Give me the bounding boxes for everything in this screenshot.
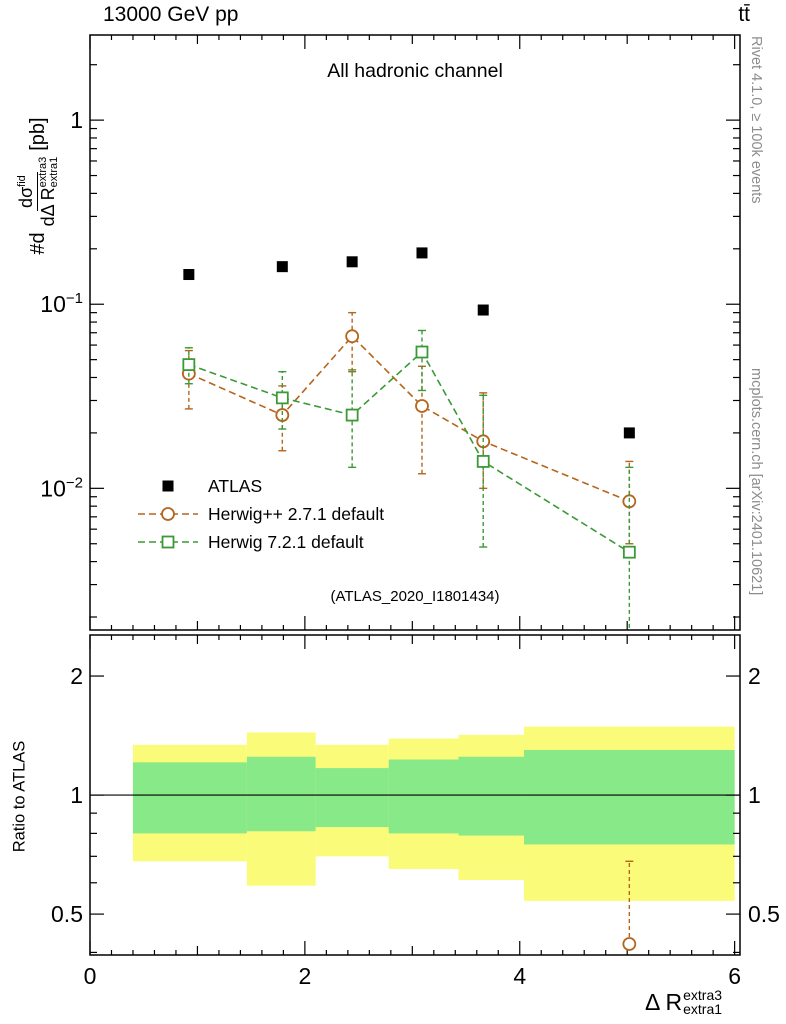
series-group bbox=[181, 247, 637, 630]
ratio-points-group bbox=[622, 860, 637, 951]
axis-ticks: 0 2 4 6 1 10−1 10−2 2 2 1 1 0.5 0.5 bbox=[40, 35, 780, 989]
svg-text:All hadronic channel: All hadronic channel bbox=[327, 60, 503, 82]
svg-text:2: 2 bbox=[70, 663, 83, 689]
svg-text:4: 4 bbox=[513, 963, 526, 989]
svg-text:Herwig 7.2.1 default: Herwig 7.2.1 default bbox=[208, 532, 364, 552]
svg-text:0: 0 bbox=[84, 963, 97, 989]
svg-text:10−2: 10−2 bbox=[40, 474, 83, 501]
svg-text:1: 1 bbox=[70, 782, 83, 808]
svg-text:ATLAS: ATLAS bbox=[208, 476, 262, 496]
svg-text:1: 1 bbox=[70, 107, 83, 133]
process-label: tt̄ bbox=[738, 3, 750, 26]
svg-text:6: 6 bbox=[728, 963, 741, 989]
svg-text:2: 2 bbox=[748, 663, 761, 689]
svg-text:2: 2 bbox=[298, 963, 311, 989]
svg-text:10−1: 10−1 bbox=[40, 290, 83, 317]
svg-text:(ATLAS_2020_I1801434): (ATLAS_2020_I1801434) bbox=[330, 588, 499, 605]
legend: ATLAS Herwig++ 2.7.1 default Herwig 7.2.1 … bbox=[138, 476, 384, 552]
svg-text:Herwig++ 2.7.1 default: Herwig++ 2.7.1 default bbox=[208, 504, 384, 524]
beam-energy-label: 13000 GeV pp bbox=[103, 3, 239, 26]
ratio-band-group bbox=[90, 726, 740, 901]
svg-text:0.5: 0.5 bbox=[51, 901, 83, 927]
svg-text:0.5: 0.5 bbox=[748, 901, 780, 927]
svg-text:1: 1 bbox=[748, 782, 761, 808]
